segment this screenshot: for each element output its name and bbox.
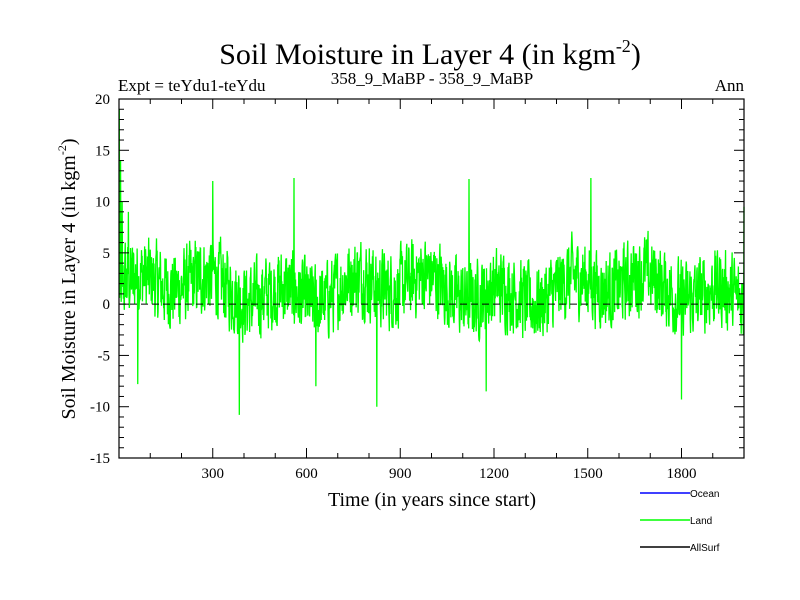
x-axis-label: Time (in years since start) — [328, 489, 536, 511]
legend-label-land: Land — [690, 516, 712, 527]
x-tick-label: 1200 — [479, 466, 509, 482]
ticks-layer — [119, 98, 744, 459]
series-line-land — [118, 109, 745, 415]
x-tick-label: 1500 — [573, 466, 603, 482]
x-tick-label: 1800 — [667, 466, 697, 482]
y-tick-label: 15 — [95, 143, 110, 159]
chart-subtitle-left: Expt = teYdu1-teYdu — [118, 76, 266, 95]
series-layer — [118, 109, 745, 415]
y-axis-label: Soil Moisture in Layer 4 (in kgm-2) — [55, 138, 80, 419]
x-tick-label: 300 — [202, 466, 225, 482]
x-tick-label: 900 — [389, 466, 412, 482]
y-tick-label: 10 — [95, 195, 110, 211]
y-tick-label: -10 — [90, 400, 110, 416]
tick-labels-layer: 300 600 900 1200 1500 1800 -15 -10 -5 0 5 10 15 20 — [90, 92, 697, 482]
legend-label-ocean: Ocean — [690, 489, 719, 500]
chart-subtitle-right: Ann — [715, 76, 745, 95]
chart-title: Soil Moisture in Layer 4 (in kgm-2) — [219, 36, 641, 71]
legend: Ocean Land AllSurf — [640, 489, 720, 554]
y-tick-label: -5 — [98, 348, 111, 364]
y-tick-label: -15 — [90, 451, 110, 467]
y-tick-label: 20 — [95, 92, 110, 108]
y-tick-label: 5 — [103, 246, 111, 262]
y-tick-label: 0 — [103, 297, 111, 313]
chart-subtitle-center: 358_9_MaBP - 358_9_MaBP — [331, 69, 533, 88]
legend-label-allsurf: AllSurf — [690, 543, 720, 554]
x-tick-label: 600 — [295, 466, 318, 482]
